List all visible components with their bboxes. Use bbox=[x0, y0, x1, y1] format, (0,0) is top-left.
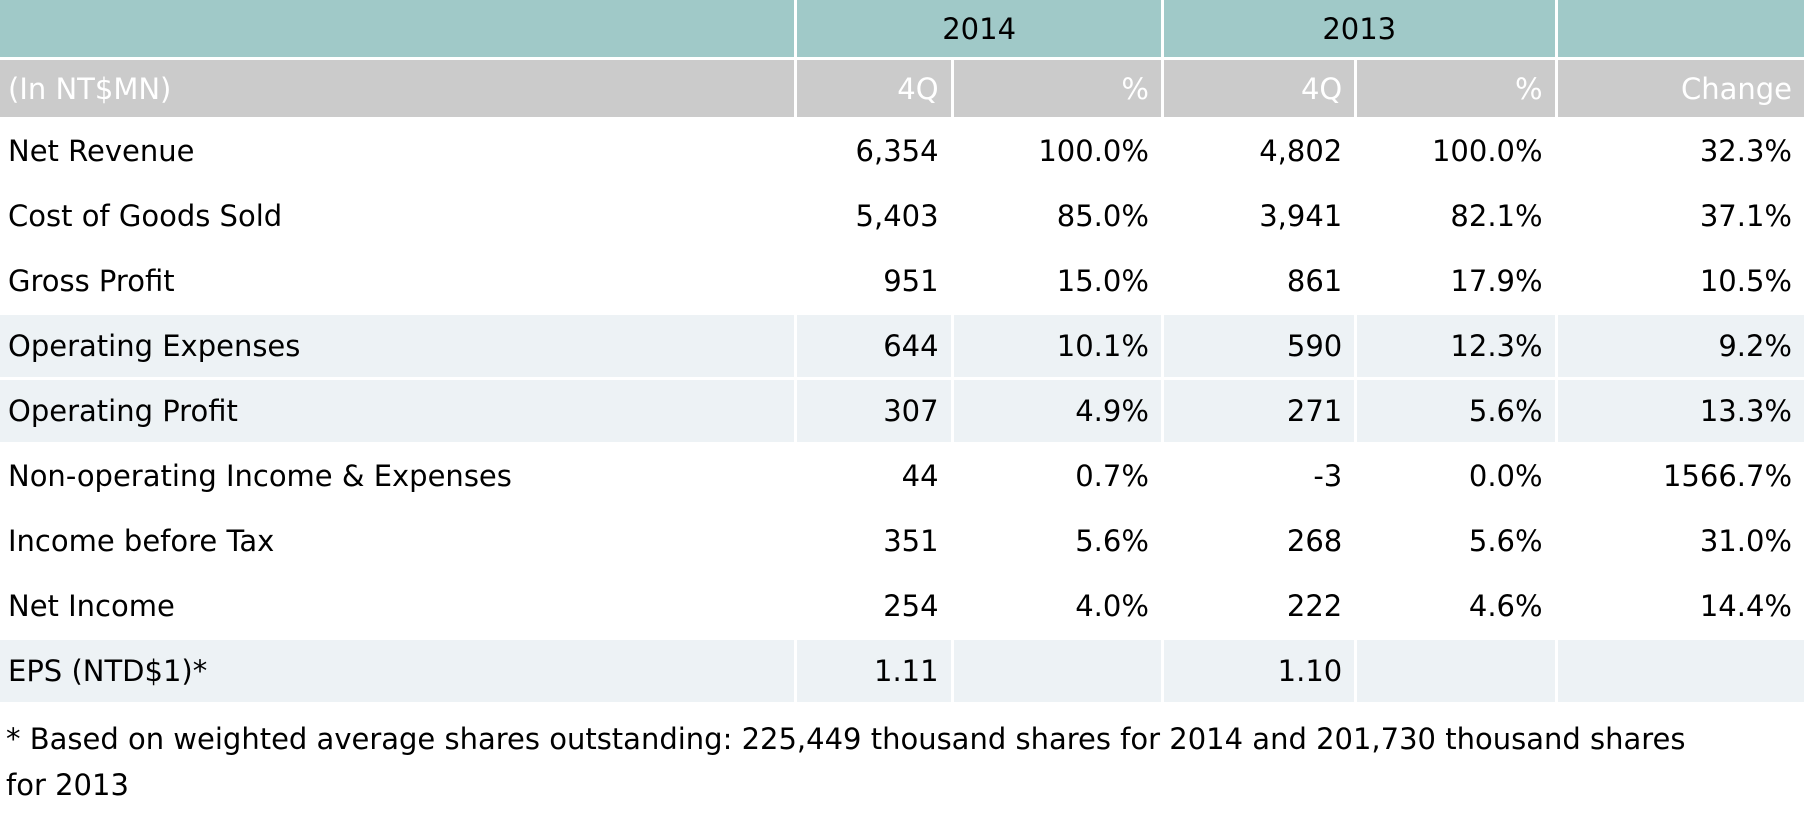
table-row-net-revenue: Net Revenue 6,354 100.0% 4,802 100.0% 32… bbox=[0, 120, 1804, 182]
value-cell-2014-pct: 85.0% bbox=[953, 185, 1161, 247]
value-cell-2013-4q: 590 bbox=[1163, 315, 1355, 377]
value-cell-change: 14.4% bbox=[1557, 575, 1804, 637]
value-cell-2013-pct: 5.6% bbox=[1357, 510, 1555, 572]
value-cell-2013-pct: 100.0% bbox=[1357, 120, 1555, 182]
value-cell-2013-4q: 4,802 bbox=[1163, 120, 1355, 182]
value-cell-2014-4q: 254 bbox=[797, 575, 951, 637]
value-cell-2014-pct: 15.0% bbox=[953, 250, 1161, 312]
value-cell-2014-4q: 6,354 bbox=[797, 120, 951, 182]
value-cell-2013-4q: 3,941 bbox=[1163, 185, 1355, 247]
value-cell-2013-4q: 268 bbox=[1163, 510, 1355, 572]
value-cell-change: 9.2% bbox=[1557, 315, 1804, 377]
table-row-gross-profit: Gross Profit 951 15.0% 861 17.9% 10.5% bbox=[0, 250, 1804, 312]
value-cell-2014-4q: 44 bbox=[797, 445, 951, 507]
year-header-row: 2014 2013 bbox=[0, 0, 1804, 57]
value-cell-2014-pct: 5.6% bbox=[953, 510, 1161, 572]
table-row-net-income: Net Income 254 4.0% 222 4.6% 14.4% bbox=[0, 575, 1804, 637]
value-cell-2013-pct: 12.3% bbox=[1357, 315, 1555, 377]
value-cell-2013-pct: 17.9% bbox=[1357, 250, 1555, 312]
year-header-2013: 2013 bbox=[1163, 0, 1555, 57]
value-cell-change: 13.3% bbox=[1557, 380, 1804, 442]
column-header-row: (In NT$MN) 4Q % 4Q % Change bbox=[0, 60, 1804, 117]
row-label: Non-operating Income & Expenses bbox=[0, 445, 795, 507]
shares-outstanding-footnote: * Based on weighted average shares outst… bbox=[6, 722, 1686, 802]
value-cell-2013-4q: 1.10 bbox=[1163, 640, 1355, 702]
value-cell-2014-pct: 4.0% bbox=[953, 575, 1161, 637]
value-cell-2013-4q: 861 bbox=[1163, 250, 1355, 312]
value-cell-2014-pct: 4.9% bbox=[953, 380, 1161, 442]
row-label: Gross Profit bbox=[0, 250, 795, 312]
row-label: Net Income bbox=[0, 575, 795, 637]
value-cell-2013-4q: 271 bbox=[1163, 380, 1355, 442]
row-label: Operating Expenses bbox=[0, 315, 795, 377]
value-cell-2014-4q: 351 bbox=[797, 510, 951, 572]
row-label: Cost of Goods Sold bbox=[0, 185, 795, 247]
value-cell-change: 31.0% bbox=[1557, 510, 1804, 572]
financial-results-table: 2014 2013 (In NT$MN) 4Q % 4Q % Change Ne… bbox=[0, 0, 1804, 702]
value-cell-2013-pct: 0.0% bbox=[1357, 445, 1555, 507]
unit-label: (In NT$MN) bbox=[0, 60, 795, 117]
col-header-change: Change bbox=[1557, 60, 1804, 117]
row-label: EPS (NTD$1)* bbox=[0, 640, 795, 702]
value-cell-2014-4q: 951 bbox=[797, 250, 951, 312]
value-cell-2014-4q: 1.11 bbox=[797, 640, 951, 702]
table-row-income-before-tax: Income before Tax 351 5.6% 268 5.6% 31.0… bbox=[0, 510, 1804, 572]
row-label: Net Revenue bbox=[0, 120, 795, 182]
value-cell-2014-pct: 10.1% bbox=[953, 315, 1161, 377]
col-header-2014-pct: % bbox=[953, 60, 1161, 117]
value-cell-2014-4q: 644 bbox=[797, 315, 951, 377]
row-label: Operating Profit bbox=[0, 380, 795, 442]
value-cell-change bbox=[1557, 640, 1804, 702]
table-row-eps: EPS (NTD$1)* 1.11 1.10 bbox=[0, 640, 1804, 702]
value-cell-change: 32.3% bbox=[1557, 120, 1804, 182]
col-header-2014-4q: 4Q bbox=[797, 60, 951, 117]
table-row-non-operating: Non-operating Income & Expenses 44 0.7% … bbox=[0, 445, 1804, 507]
value-cell-2014-pct bbox=[953, 640, 1161, 702]
year-header-spacer-left bbox=[0, 0, 795, 57]
value-cell-2013-pct: 82.1% bbox=[1357, 185, 1555, 247]
value-cell-change: 37.1% bbox=[1557, 185, 1804, 247]
row-label: Income before Tax bbox=[0, 510, 795, 572]
value-cell-change: 1566.7% bbox=[1557, 445, 1804, 507]
value-cell-2013-pct: 5.6% bbox=[1357, 380, 1555, 442]
col-header-2013-pct: % bbox=[1357, 60, 1555, 117]
value-cell-change: 10.5% bbox=[1557, 250, 1804, 312]
value-cell-2014-pct: 100.0% bbox=[953, 120, 1161, 182]
value-cell-2013-pct bbox=[1357, 640, 1555, 702]
value-cell-2013-4q: 222 bbox=[1163, 575, 1355, 637]
table-row-cogs: Cost of Goods Sold 5,403 85.0% 3,941 82.… bbox=[0, 185, 1804, 247]
year-header-spacer-right bbox=[1557, 0, 1804, 57]
value-cell-2014-pct: 0.7% bbox=[953, 445, 1161, 507]
table-row-operating-expenses: Operating Expenses 644 10.1% 590 12.3% 9… bbox=[0, 315, 1804, 377]
value-cell-2013-4q: -3 bbox=[1163, 445, 1355, 507]
col-header-2013-4q: 4Q bbox=[1163, 60, 1355, 117]
value-cell-2014-4q: 5,403 bbox=[797, 185, 951, 247]
value-cell-2014-4q: 307 bbox=[797, 380, 951, 442]
value-cell-2013-pct: 4.6% bbox=[1357, 575, 1555, 637]
table-row-operating-profit: Operating Profit 307 4.9% 271 5.6% 13.3% bbox=[0, 380, 1804, 442]
year-header-2014: 2014 bbox=[797, 0, 1161, 57]
